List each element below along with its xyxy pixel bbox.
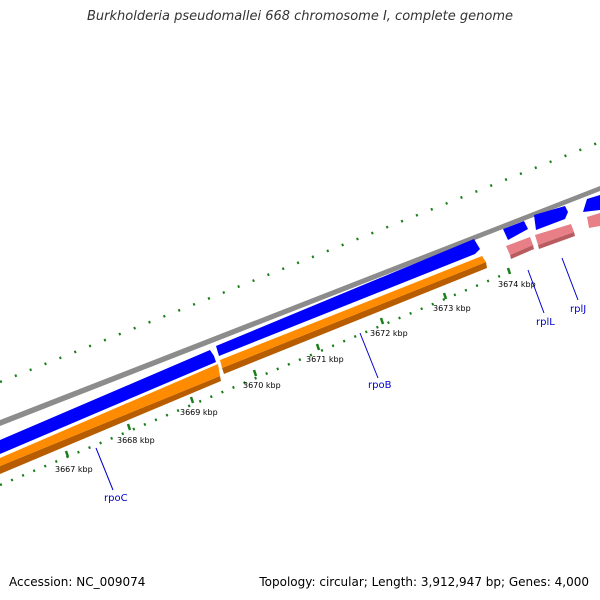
scale-label: 3672 kbp bbox=[370, 329, 408, 338]
gene-label-rplL: rplL bbox=[536, 317, 555, 328]
scale-major-tick bbox=[442, 292, 448, 300]
gene-pink-track bbox=[506, 213, 600, 259]
cds-rpoC bbox=[0, 350, 216, 454]
gene-rpoC bbox=[0, 364, 220, 466]
scale-label: 3671 kbp bbox=[306, 355, 344, 364]
cds-rplL bbox=[503, 221, 528, 240]
gene-label-rpoC: rpoC bbox=[104, 493, 128, 504]
rplJ-callout-line bbox=[561, 257, 579, 301]
gene-forward-track bbox=[0, 256, 487, 474]
scale-label: 3674 kbp bbox=[498, 280, 536, 289]
scale-major-tick bbox=[506, 267, 512, 275]
scale-major-tick bbox=[64, 450, 70, 458]
scale-major-ticks bbox=[64, 267, 512, 458]
cds-next bbox=[583, 195, 600, 212]
accession-text: Accession: NC_009074 bbox=[9, 575, 146, 589]
gc-content-track bbox=[0, 140, 600, 384]
scale-labels: 3667 kbp 3668 kbp 3669 kbp 3670 kbp 3671… bbox=[55, 280, 536, 474]
scale-major-tick bbox=[189, 396, 195, 404]
scale-label: 3669 kbp bbox=[180, 408, 218, 417]
backbone-band bbox=[0, 186, 600, 426]
scale-major-tick bbox=[126, 423, 132, 431]
gene-rplL-pink bbox=[506, 237, 533, 255]
scale-label: 3668 kbp bbox=[117, 436, 155, 445]
cds-forward-track bbox=[0, 195, 600, 454]
rplL-callout-line bbox=[527, 269, 545, 314]
scale-label: 3670 kbp bbox=[243, 381, 281, 390]
backbone bbox=[0, 186, 600, 426]
rpoC-callout-line bbox=[95, 447, 114, 491]
rpoB-callout-line bbox=[359, 332, 379, 379]
gene-next-pink bbox=[587, 213, 600, 228]
genome-summary-text: Topology: circular; Length: 3,912,947 bp… bbox=[259, 575, 589, 589]
scale-label: 3667 kbp bbox=[55, 465, 93, 474]
cds-rpoB bbox=[216, 239, 480, 356]
gene-rpoC-shadow bbox=[0, 376, 221, 474]
scale-label: 3673 kbp bbox=[433, 304, 471, 313]
map-title: Burkholderia pseudomallei 668 chromosome… bbox=[86, 9, 514, 24]
gc-track-dash-line bbox=[0, 140, 600, 384]
gene-rpoB bbox=[220, 256, 486, 368]
gene-labels: rpoC rpoB rplL rplJ bbox=[95, 257, 586, 504]
cds-rplJ bbox=[534, 206, 568, 230]
scale-major-tick bbox=[315, 343, 321, 351]
gene-rpoB-shadow bbox=[222, 262, 487, 374]
scale-major-tick bbox=[379, 317, 385, 325]
gene-label-rplJ: rplJ bbox=[570, 304, 586, 315]
gene-label-rpoB: rpoB bbox=[368, 380, 392, 391]
scale-major-tick bbox=[252, 369, 258, 377]
gene-rplJ-pink bbox=[535, 224, 574, 245]
gene-rplL-pink-shadow bbox=[510, 245, 534, 259]
gene-rplJ-pink-shadow bbox=[538, 232, 575, 249]
